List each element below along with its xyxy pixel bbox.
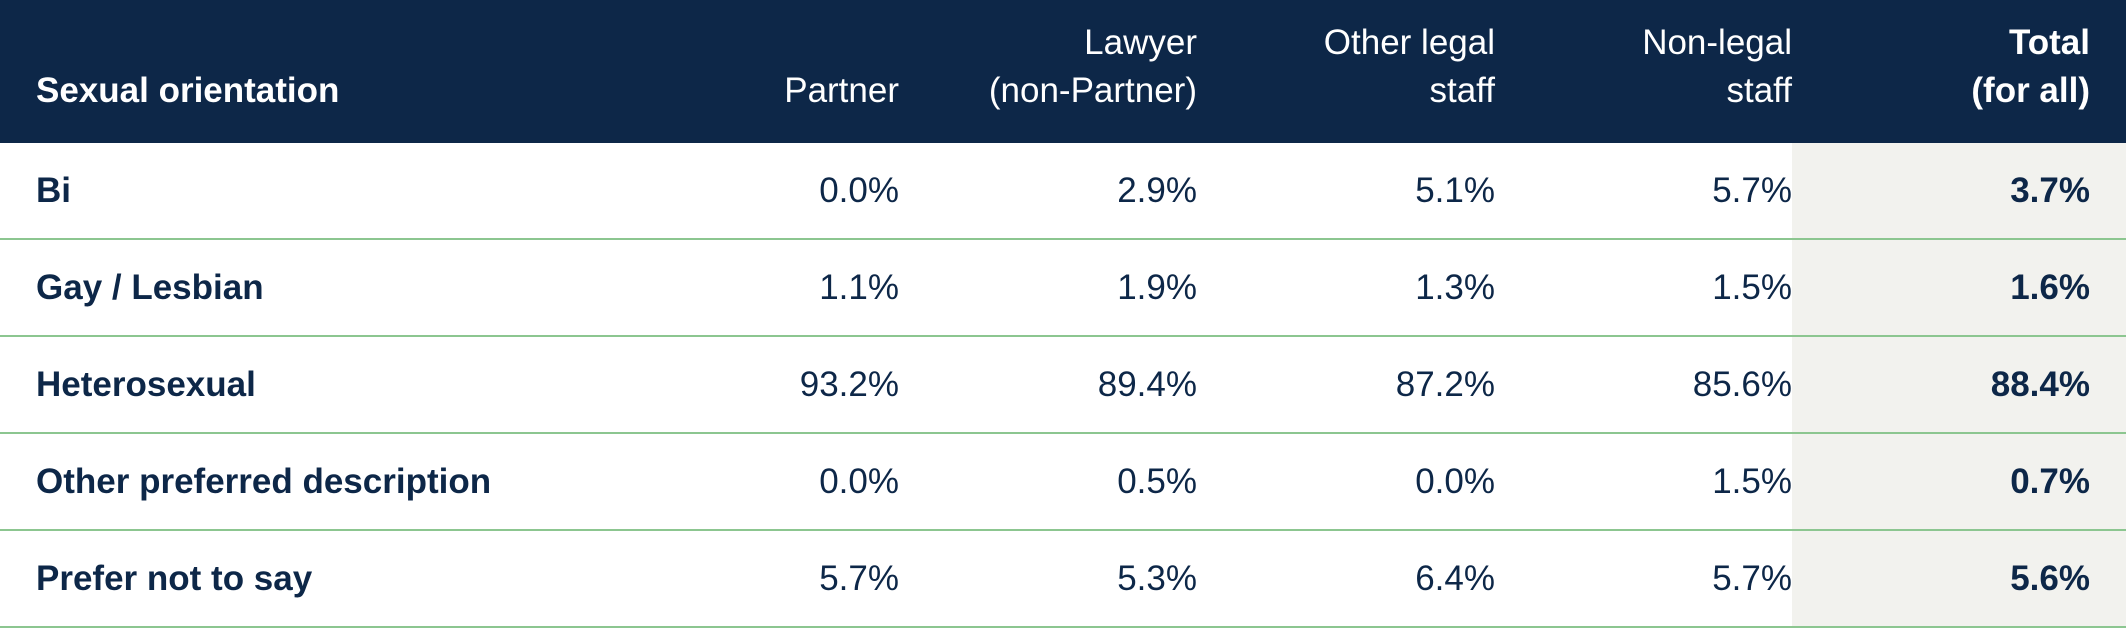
header-other-legal-staff: Other legal staff: [1197, 0, 1495, 143]
table-row: Gay / Lesbian 1.1% 1.9% 1.3% 1.5% 1.6%: [0, 240, 2126, 337]
header-lawyer: Lawyer (non-Partner): [899, 0, 1197, 143]
header-line: Sexual orientation: [36, 71, 340, 110]
row-label: Bi: [36, 170, 71, 210]
cell-non-legal-staff: 5.7%: [1712, 170, 1792, 210]
table-row: Prefer not to say 5.7% 5.3% 6.4% 5.7% 5.…: [0, 531, 2126, 628]
cell-other-legal-staff: 5.1%: [1415, 170, 1495, 210]
cell-other-legal-staff: 1.3%: [1415, 267, 1495, 307]
cell-partner: 5.7%: [819, 558, 899, 598]
header-line: Other legal: [1323, 23, 1495, 62]
cell-other-legal-staff: 87.2%: [1395, 364, 1495, 404]
cell-other-legal-staff: 0.0%: [1415, 461, 1495, 501]
cell-lawyer: 1.9%: [1117, 267, 1197, 307]
header-line: (for all): [1971, 71, 2090, 110]
row-label: Heterosexual: [36, 364, 256, 404]
table-row: Other preferred description 0.0% 0.5% 0.…: [0, 434, 2126, 531]
table-row: Heterosexual 93.2% 89.4% 87.2% 85.6% 88.…: [0, 337, 2126, 434]
cell-non-legal-staff: 5.7%: [1712, 558, 1792, 598]
row-label: Gay / Lesbian: [36, 267, 264, 307]
row-label: Other preferred description: [36, 461, 492, 501]
header-line: Non-legal: [1642, 23, 1792, 62]
table-row: Bi 0.0% 2.9% 5.1% 5.7% 3.7%: [0, 143, 2126, 240]
cell-lawyer: 89.4%: [1097, 364, 1197, 404]
header-line: Lawyer: [1084, 23, 1197, 62]
cell-partner: 1.1%: [819, 267, 899, 307]
cell-lawyer: 2.9%: [1117, 170, 1197, 210]
cell-non-legal-staff: 85.6%: [1692, 364, 1792, 404]
cell-partner: 0.0%: [819, 461, 899, 501]
header-line: staff: [1726, 71, 1792, 110]
header-partner: Partner: [663, 0, 899, 143]
header-total: Total (for all): [1792, 0, 2126, 143]
header-line: Total: [2008, 23, 2090, 62]
header-line: staff: [1429, 71, 1495, 110]
header-non-legal-staff: Non-legal staff: [1495, 0, 1792, 143]
row-label: Prefer not to say: [36, 558, 313, 598]
header-line: Partner: [784, 71, 899, 110]
cell-total: 3.7%: [1792, 143, 2126, 238]
cell-non-legal-staff: 1.5%: [1712, 461, 1792, 501]
header-sexual-orientation: Sexual orientation: [0, 0, 663, 143]
cell-partner: 0.0%: [819, 170, 899, 210]
cell-total: 1.6%: [1792, 240, 2126, 335]
cell-lawyer: 0.5%: [1117, 461, 1197, 501]
header-line: (non-Partner): [988, 71, 1197, 110]
table-header-row: Sexual orientation Partner Lawyer (non-P…: [0, 0, 2126, 143]
cell-non-legal-staff: 1.5%: [1712, 267, 1792, 307]
cell-total: 5.6%: [1792, 531, 2126, 626]
cell-partner: 93.2%: [799, 364, 899, 404]
cell-lawyer: 5.3%: [1117, 558, 1197, 598]
cell-other-legal-staff: 6.4%: [1415, 558, 1495, 598]
cell-total: 88.4%: [1792, 337, 2126, 432]
cell-total: 0.7%: [1792, 434, 2126, 529]
